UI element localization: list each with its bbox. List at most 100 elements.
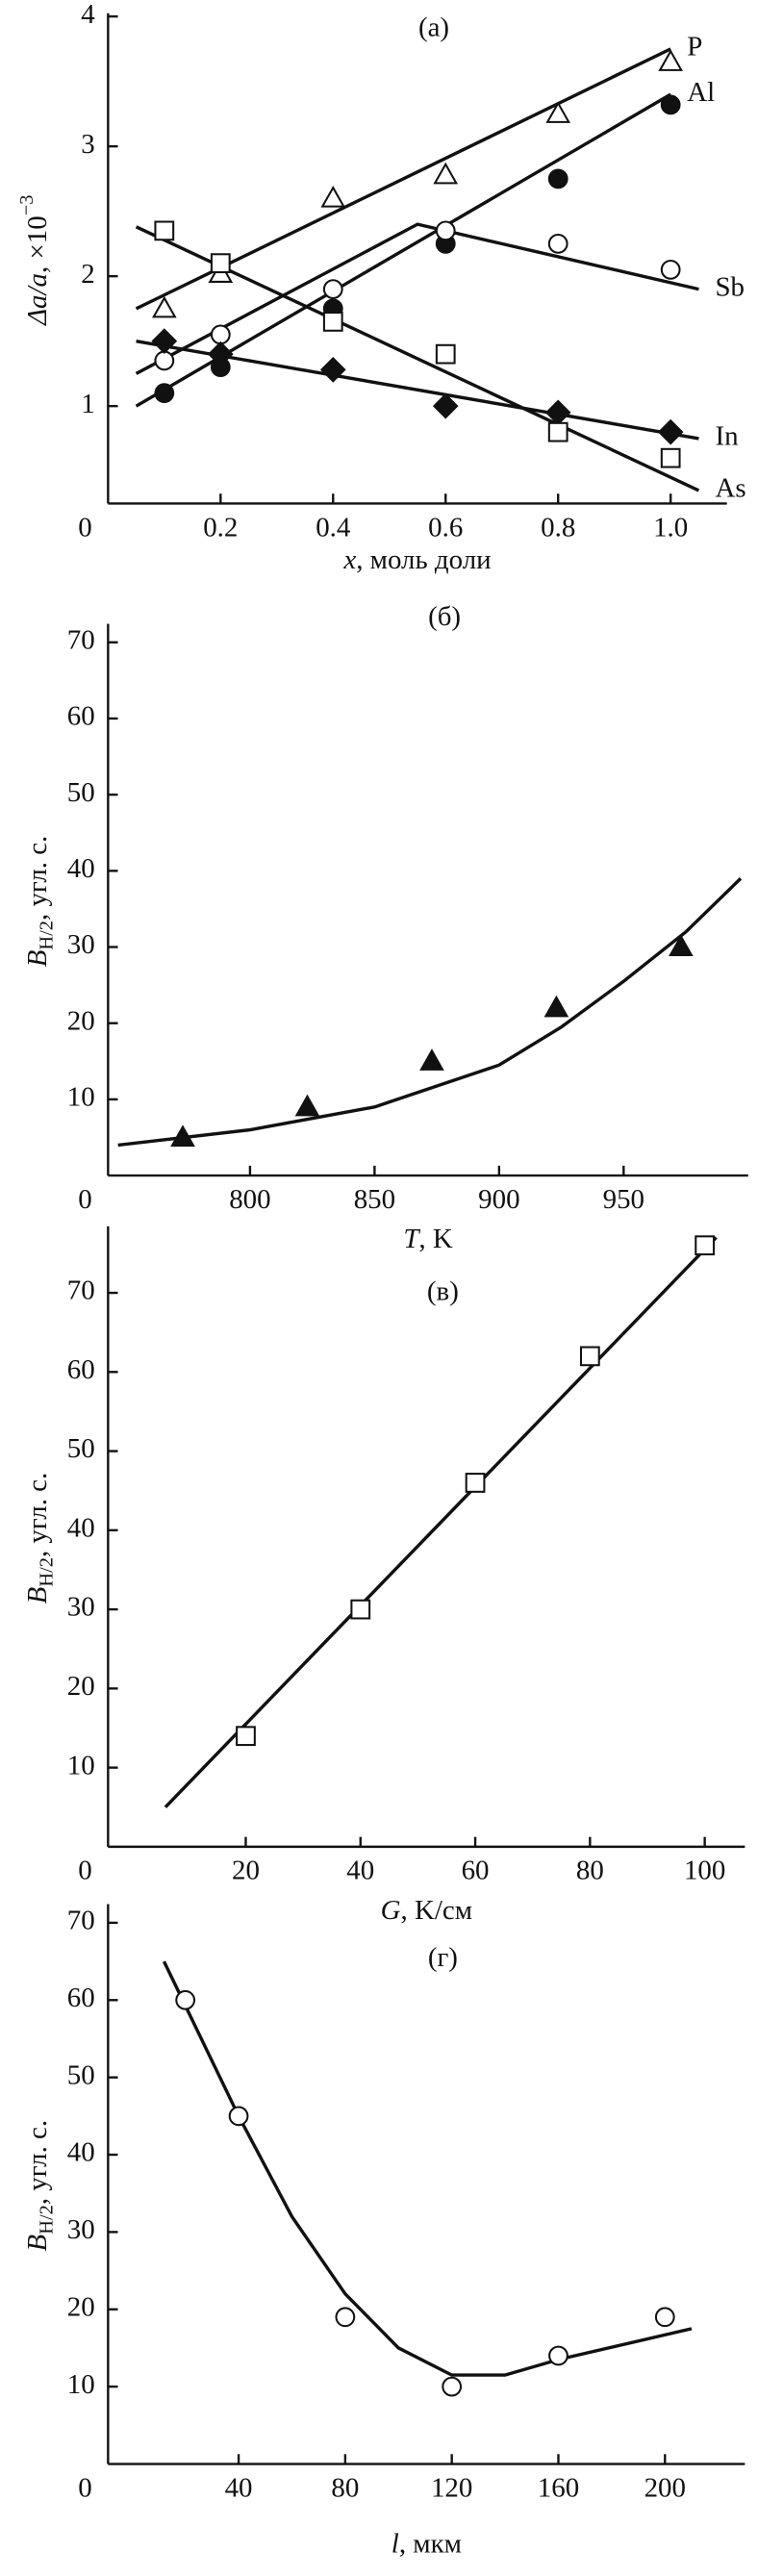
x-tick-label: 900 [478,1184,519,1215]
point [335,2307,356,2328]
x-tick-label: 40 [346,1856,374,1886]
y-tick-label: 3 [81,129,94,160]
x-label-symbol: l [392,2528,399,2559]
point [419,1048,444,1071]
point [236,1726,256,1747]
x-label-text: , K/см [401,1895,473,1926]
panel: (г) 0 40 80 120 160 200 10 20 30 40 50 60 70 l, мкм BH/… [21,1904,745,2559]
y-tick-label: 10 [67,2369,95,2400]
point [319,356,346,383]
y-tick-label: 4 [81,0,95,30]
series-label: In [715,421,739,452]
point [294,1094,320,1117]
x-axis-label: G, K/см [381,1895,472,1926]
y-label-text: , угл. с. [21,1473,52,1557]
point [151,328,178,355]
point [210,253,231,274]
x-tick-label: 120 [431,2472,472,2503]
panel-title: (б) [428,601,461,632]
x-tick-label: 0.2 [203,512,238,543]
point [207,341,234,367]
point [547,234,568,254]
point [170,1124,195,1148]
series-label: Al [687,77,715,108]
point [152,295,177,318]
panel-title: (а) [418,12,449,42]
y-label-sub: H/2 [36,1557,57,1587]
y-tick-label: 20 [67,1671,95,1702]
y-axis-label: BH/2, угл. с. [21,1473,57,1604]
x-tick-label: 0.4 [316,512,351,543]
fit-line [162,1960,693,2377]
point [545,101,571,123]
x-tick-label: 200 [644,2472,686,2503]
x-label-text: , K [418,1224,452,1254]
x-axis-label: x, моль доли [342,543,491,574]
x-label-symbol: G [381,1895,401,1926]
panel: (а) 0 0.2 0.4 0.6 0.8 1.0 1 2 3 4 x, моль доли Δa/a,… [16,0,746,574]
origin-label: 0 [78,2472,91,2503]
point [660,447,681,468]
point [654,2307,675,2328]
point [228,2106,249,2127]
y-tick-label: 10 [67,1082,95,1113]
fit-line [135,222,699,375]
series-label: As [715,473,745,504]
x-tick-label: 0.6 [428,512,463,543]
fit-line [117,877,743,1148]
y-axis-label: BH/2, угл. с. [21,836,57,968]
point [154,350,175,371]
y-tick-label: 70 [67,1275,95,1306]
y-label-symbol: B [21,949,52,967]
origin-label: 0 [78,512,91,543]
y-tick-label: 60 [67,1983,95,2013]
x-label-symbol: x [342,543,356,574]
y-tick-label: 30 [67,929,95,960]
x-tick-label: 20 [232,1856,260,1886]
point [465,1473,486,1493]
series-label: Sb [715,271,745,302]
point [695,1235,716,1256]
point [433,162,459,185]
point [322,312,343,332]
y-tick-label: 20 [67,2291,95,2322]
point [210,324,231,345]
x-tick-label: 800 [229,1184,270,1215]
y-tick-label: 10 [67,1750,95,1780]
x-tick-label: 160 [538,2472,579,2503]
point [320,185,346,208]
x-tick-label: 1.0 [653,512,688,543]
x-axis-label: T, K [403,1224,453,1254]
y-tick-label: 20 [67,1005,95,1036]
x-label-text: , мкм [399,2528,462,2559]
panel-title: (г) [428,1942,458,1973]
y-label-symbol: Δa/a [21,273,52,326]
y-tick-label: 60 [67,701,95,732]
y-label-sub: H/2 [36,2205,57,2235]
point [660,260,681,280]
point [322,279,343,300]
y-label-symbol: B [21,1586,52,1604]
y-tick-label: 50 [67,777,95,808]
y-tick-label: 30 [67,2214,95,2245]
point [435,220,456,241]
y-tick-label: 70 [67,624,95,655]
x-tick-label: 0.8 [541,512,575,543]
y-tick-label: 40 [67,853,95,884]
y-label-symbol: B [21,2234,52,2251]
y-tick-label: 50 [67,2059,95,2090]
x-tick-label: 80 [576,1856,604,1886]
y-label-text: , ×10 [21,215,52,273]
point [658,49,683,71]
point [350,1599,371,1620]
y-label-text: , угл. с. [21,836,52,921]
y-tick-label: 30 [67,1592,95,1623]
point [442,2376,463,2397]
y-label-sup: −3 [16,195,38,216]
y-label-sub: H/2 [36,921,57,950]
y-tick-label: 40 [67,1512,95,1543]
point [657,418,684,445]
point [547,168,568,189]
